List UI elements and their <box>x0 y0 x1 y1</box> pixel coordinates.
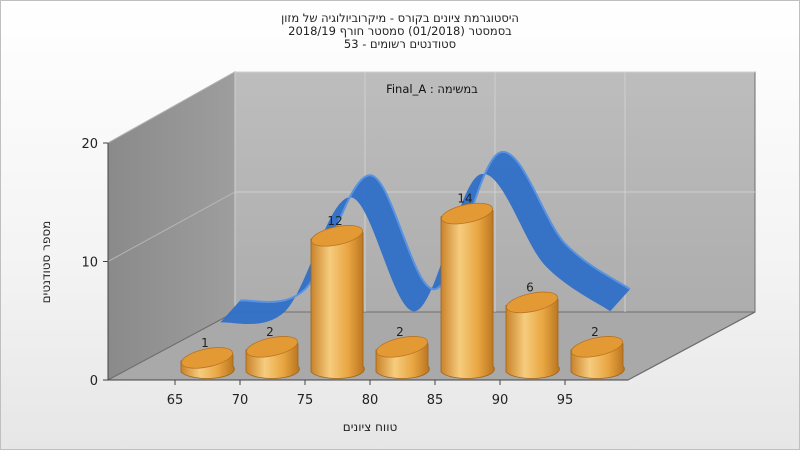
y-tick-label: 0 <box>90 374 98 389</box>
x-tick-label: 65 <box>167 393 184 408</box>
x-tick-label: 70 <box>232 393 249 408</box>
bar: 12 <box>310 214 365 379</box>
bar: 2 <box>570 325 625 379</box>
bar-top <box>376 336 428 358</box>
x-tick-label: 85 <box>427 393 444 408</box>
bar-body <box>440 210 495 379</box>
x-axis-title: טווח ציונים <box>343 420 398 434</box>
legend-label: Final_A : במשימה <box>386 82 478 96</box>
bar-value-label: 6 <box>526 280 534 294</box>
bar-top <box>181 347 233 369</box>
bar-value-label: 2 <box>396 325 404 339</box>
floor-edge <box>627 311 756 381</box>
x-tick-label: 75 <box>297 393 314 408</box>
chart-title-line: בסמסטר (01/2018) סמסטר חורף 2018/19 <box>288 24 512 38</box>
bar-value-label: 12 <box>327 214 342 228</box>
bar-top <box>311 225 363 247</box>
distribution-curve <box>220 151 630 325</box>
chart-title-line: היסטוגרמת ציונים בקורס - מיקרוביולוגיה ש… <box>281 11 519 25</box>
bar-value-label: 1 <box>201 336 209 350</box>
bar: 2 <box>375 325 430 379</box>
bar-top <box>246 336 298 358</box>
bar: 1 <box>180 336 235 379</box>
bar: 14 <box>440 192 495 379</box>
bar-top <box>441 202 493 225</box>
bar-value-label: 14 <box>457 192 472 206</box>
bar: 2 <box>245 325 300 379</box>
grid-line-side <box>107 191 236 262</box>
bar-top <box>571 336 623 358</box>
bar: 6 <box>505 280 560 379</box>
x-tick-label: 95 <box>557 393 574 408</box>
bar-value-label: 2 <box>266 325 274 339</box>
bar-body <box>505 298 560 379</box>
grid-line-side <box>107 71 236 144</box>
bar-top <box>506 291 558 314</box>
bar-value-label: 2 <box>591 325 599 339</box>
x-tick-label: 90 <box>492 393 509 408</box>
x-tick-label: 80 <box>362 393 379 408</box>
y-tick-label: 20 <box>81 137 98 152</box>
chart-title-line: סטודנטים רשומים - 53 <box>344 37 456 51</box>
bar-body <box>310 232 365 379</box>
y-axis-title: מספר סטודנטים <box>39 221 53 304</box>
y-tick-label: 10 <box>81 256 98 271</box>
